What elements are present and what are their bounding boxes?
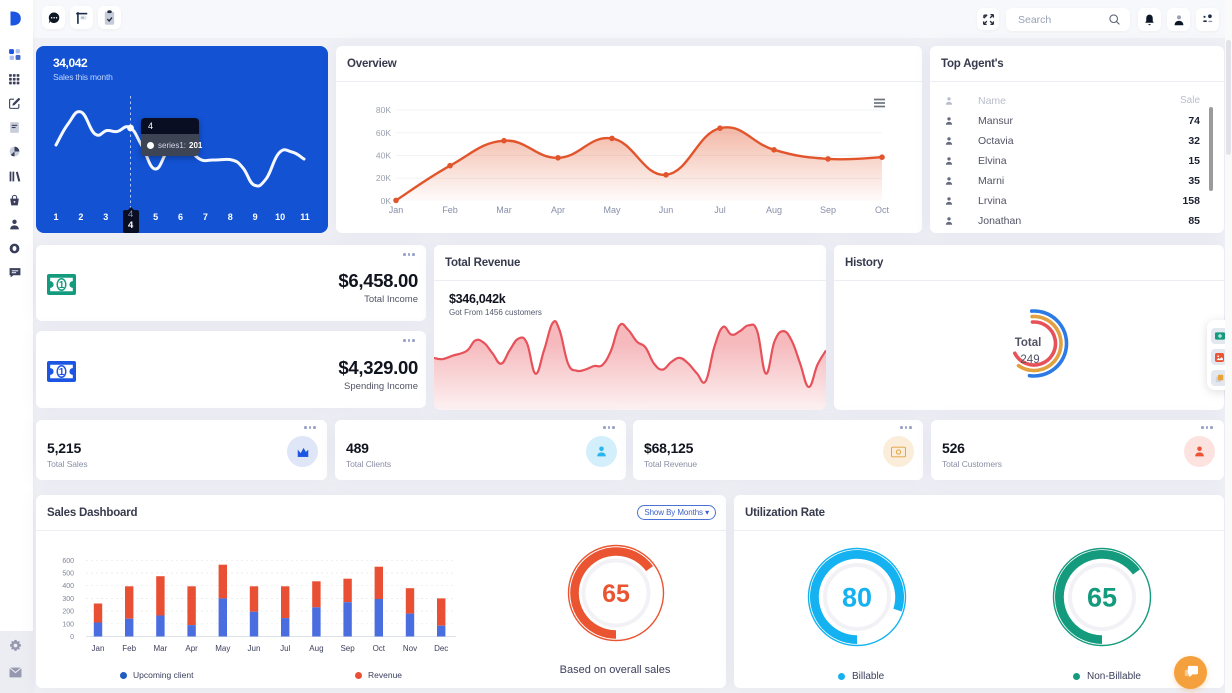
svg-text:Sep: Sep (340, 644, 355, 653)
svg-text:Jan: Jan (92, 644, 105, 653)
svg-text:80K: 80K (376, 105, 391, 115)
svg-text:Oct: Oct (373, 644, 386, 653)
svg-text:Nov: Nov (403, 644, 417, 653)
svg-text:Jun: Jun (659, 205, 674, 215)
svg-text:Mar: Mar (154, 644, 168, 653)
svg-text:Oct: Oct (875, 205, 890, 215)
svg-text:65: 65 (1087, 583, 1117, 613)
svg-text:500: 500 (62, 571, 74, 578)
svg-text:65: 65 (602, 580, 630, 608)
svg-text:0K: 0K (381, 196, 392, 206)
svg-text:100: 100 (62, 621, 74, 628)
svg-text:Feb: Feb (122, 644, 136, 653)
svg-text:1: 1 (59, 280, 65, 291)
svg-text:Mar: Mar (496, 205, 512, 215)
svg-text:Apr: Apr (185, 644, 198, 653)
svg-text:60K: 60K (376, 128, 391, 138)
svg-text:Aug: Aug (766, 205, 782, 215)
svg-text:Sep: Sep (820, 205, 836, 215)
svg-text:Jul: Jul (714, 205, 726, 215)
svg-text:Jun: Jun (248, 644, 261, 653)
svg-text:20K: 20K (376, 173, 391, 183)
svg-text:40K: 40K (376, 151, 391, 161)
svg-text:1: 1 (59, 367, 65, 378)
svg-text:Aug: Aug (309, 644, 323, 653)
svg-text:Apr: Apr (551, 205, 565, 215)
svg-text:Jan: Jan (389, 205, 404, 215)
svg-text:May: May (603, 205, 621, 215)
svg-text:200: 200 (62, 609, 74, 616)
svg-text:80: 80 (842, 583, 872, 613)
svg-text:Total: Total (1015, 337, 1042, 349)
svg-text:0: 0 (70, 634, 74, 641)
svg-text:Jul: Jul (280, 644, 290, 653)
svg-text:Feb: Feb (442, 205, 458, 215)
svg-text:600: 600 (62, 558, 74, 565)
svg-text:300: 300 (62, 596, 74, 603)
svg-text:400: 400 (62, 583, 74, 590)
svg-text:May: May (215, 644, 230, 653)
svg-text:249: 249 (1020, 354, 1039, 366)
svg-text:Dec: Dec (434, 644, 448, 653)
